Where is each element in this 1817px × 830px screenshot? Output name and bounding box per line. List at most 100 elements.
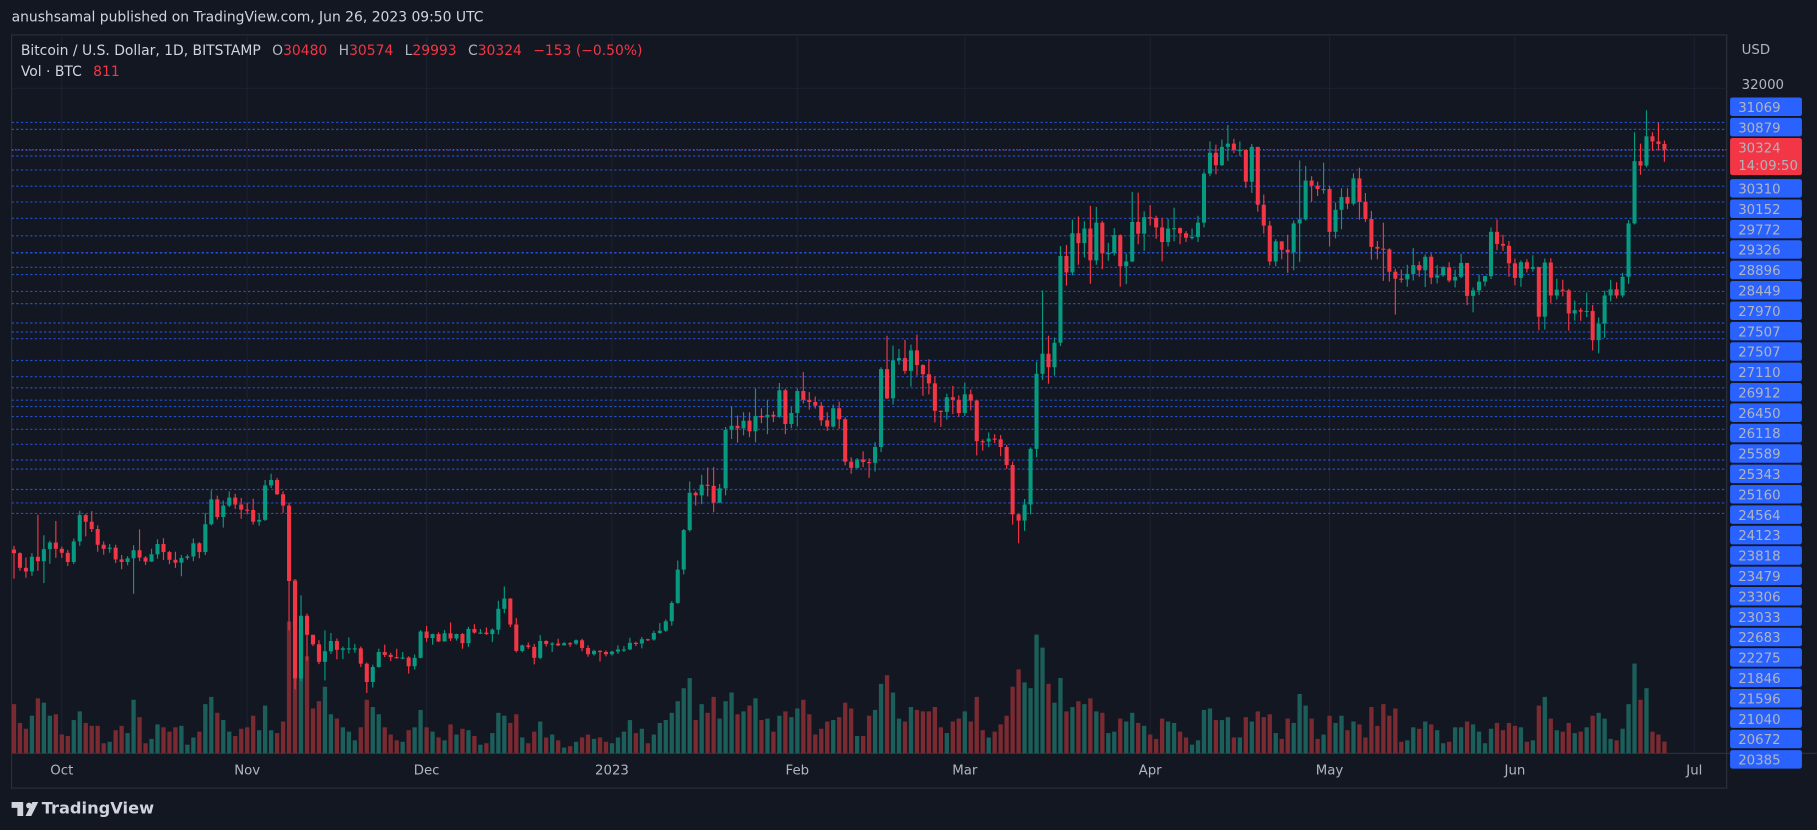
candle-body bbox=[1459, 262, 1464, 277]
volume-bar bbox=[663, 720, 668, 754]
candle-body bbox=[310, 634, 316, 645]
candle-body bbox=[1339, 197, 1344, 210]
volume-bar bbox=[71, 720, 76, 754]
candle-body bbox=[257, 519, 262, 522]
candles bbox=[11, 110, 1667, 693]
candle-body bbox=[1082, 228, 1087, 244]
candle-body bbox=[203, 524, 208, 553]
x-tick-label: Mar bbox=[952, 764, 978, 779]
volume-bar bbox=[418, 709, 423, 754]
level-label-box bbox=[1730, 97, 1802, 117]
candle-body bbox=[1160, 227, 1165, 243]
volume-label: Vol · BTC bbox=[21, 64, 82, 80]
candle-body bbox=[1052, 342, 1057, 368]
candle-body bbox=[23, 567, 28, 572]
candle-body bbox=[352, 648, 357, 650]
volume-bar bbox=[1369, 707, 1374, 754]
x-tick-label: Apr bbox=[1139, 764, 1163, 779]
volume-bar bbox=[179, 725, 184, 754]
volume-bar bbox=[304, 656, 310, 754]
volume-bar bbox=[35, 698, 41, 754]
candle-body bbox=[287, 505, 292, 581]
volume-bar bbox=[472, 735, 477, 754]
candle-body bbox=[1040, 353, 1045, 374]
volume-bar bbox=[1118, 718, 1123, 754]
volume-bar bbox=[926, 711, 932, 754]
candle-body bbox=[586, 647, 591, 655]
candle-body bbox=[831, 408, 836, 427]
volume-bar bbox=[538, 721, 543, 754]
volume-bar bbox=[1201, 709, 1207, 754]
volume-bar bbox=[1458, 727, 1464, 754]
volume-bar bbox=[1231, 737, 1237, 754]
x-tick-label: Nov bbox=[234, 764, 260, 779]
volume-bar bbox=[316, 701, 322, 754]
volume-bar bbox=[532, 731, 537, 754]
change: −153 (−0.50%) bbox=[533, 43, 642, 59]
volume-bar bbox=[358, 727, 363, 754]
volume-bar bbox=[1189, 744, 1195, 754]
level-label: 29772 bbox=[1738, 223, 1780, 238]
candle-body bbox=[1136, 221, 1141, 234]
volume-bar bbox=[346, 731, 352, 754]
candle-body bbox=[263, 485, 268, 520]
volume-bar bbox=[1512, 725, 1518, 754]
candle-body bbox=[1602, 295, 1607, 324]
volume-bar bbox=[185, 744, 190, 754]
volume-bar bbox=[340, 727, 346, 754]
volume-bar bbox=[101, 743, 106, 754]
volume-bar bbox=[866, 715, 872, 754]
candle-body bbox=[1106, 253, 1111, 255]
volume-bar bbox=[490, 733, 495, 754]
candle-body bbox=[717, 488, 722, 503]
candle-body bbox=[466, 628, 471, 644]
volume-bar bbox=[890, 692, 896, 754]
candle-body bbox=[281, 494, 286, 506]
x-tick-label: Feb bbox=[786, 764, 810, 779]
volume-bar bbox=[83, 722, 88, 754]
volume-bar bbox=[1321, 734, 1326, 754]
volume-bar bbox=[227, 731, 232, 754]
candle-body bbox=[1554, 289, 1559, 296]
candle-body bbox=[550, 643, 555, 645]
candle-body bbox=[801, 391, 806, 400]
volume-bar bbox=[962, 711, 967, 754]
volume-bar bbox=[550, 734, 555, 754]
candle-body bbox=[304, 615, 310, 635]
candle-body bbox=[1644, 136, 1649, 166]
candle-body bbox=[1656, 141, 1661, 144]
high-value: 30574 bbox=[349, 43, 393, 59]
candle-body bbox=[986, 438, 991, 442]
volume-bar bbox=[1076, 701, 1081, 754]
candle-body bbox=[699, 484, 704, 496]
volume-bar bbox=[914, 709, 920, 754]
volume-bar bbox=[1626, 704, 1631, 754]
volume-bar bbox=[1375, 725, 1380, 754]
candle-body bbox=[1148, 217, 1153, 219]
candle-body bbox=[1638, 161, 1643, 166]
candle-body bbox=[1112, 235, 1117, 254]
level-label: 25160 bbox=[1738, 488, 1780, 503]
candle-body bbox=[1590, 310, 1595, 341]
volume-bar bbox=[251, 715, 256, 754]
candle-body bbox=[1453, 276, 1458, 281]
x-tick-label: Jun bbox=[1504, 764, 1526, 779]
candle-body bbox=[101, 544, 106, 549]
volume-bar bbox=[502, 715, 507, 754]
candle-body bbox=[436, 634, 441, 642]
candle-body bbox=[1309, 180, 1314, 186]
volume-bar bbox=[657, 722, 662, 754]
candle-body bbox=[807, 399, 812, 403]
volume-bar bbox=[460, 728, 465, 754]
candle-body bbox=[574, 640, 579, 644]
candle-body bbox=[1285, 249, 1290, 253]
level-label-box bbox=[1730, 321, 1802, 341]
candle-body bbox=[771, 414, 776, 417]
candle-body bbox=[998, 439, 1003, 448]
candle-body bbox=[1261, 204, 1266, 226]
candle-body bbox=[1333, 209, 1338, 232]
volume-bar bbox=[280, 721, 286, 754]
candle-body bbox=[837, 408, 842, 420]
volume-bar bbox=[1536, 705, 1541, 754]
volume-bar bbox=[268, 730, 274, 754]
